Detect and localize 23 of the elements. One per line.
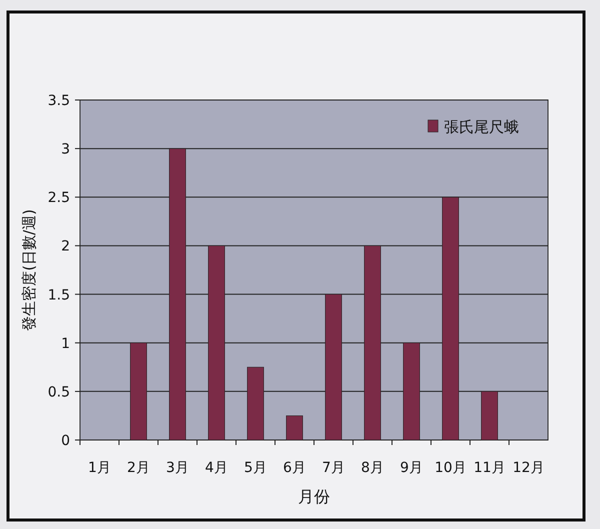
legend-label: 張氏尾尺蛾	[444, 118, 519, 136]
x-tick-label: 7月	[322, 460, 345, 476]
x-tick-label: 9月	[400, 460, 423, 476]
y-tick-label: 1	[61, 336, 70, 352]
x-tick-label: 6月	[283, 460, 306, 476]
y-tick-label: 0	[61, 433, 70, 449]
x-axis-title: 月份	[298, 487, 330, 506]
x-tick-label: 5月	[244, 460, 267, 476]
x-tick-label: 10月	[434, 460, 466, 476]
y-tick-label: 3	[61, 142, 70, 158]
y-tick-label: 3.5	[48, 93, 70, 109]
y-tick-label: 0.5	[48, 384, 70, 400]
x-tick-label: 11月	[474, 460, 506, 476]
y-tick-label: 2	[61, 238, 70, 255]
x-tick-label: 1月	[88, 460, 111, 476]
y-tick-label: 2.5	[48, 190, 70, 206]
x-tick-label: 4月	[205, 460, 228, 476]
y-tick-label: 1.5	[48, 287, 70, 304]
y-axis-title: 發生密度(日數/週)	[20, 209, 38, 331]
x-tick-label: 8月	[361, 460, 384, 476]
x-tick-label: 3月	[166, 460, 189, 476]
x-tick-label: 12月	[512, 460, 544, 476]
x-tick-label: 2月	[127, 460, 150, 476]
